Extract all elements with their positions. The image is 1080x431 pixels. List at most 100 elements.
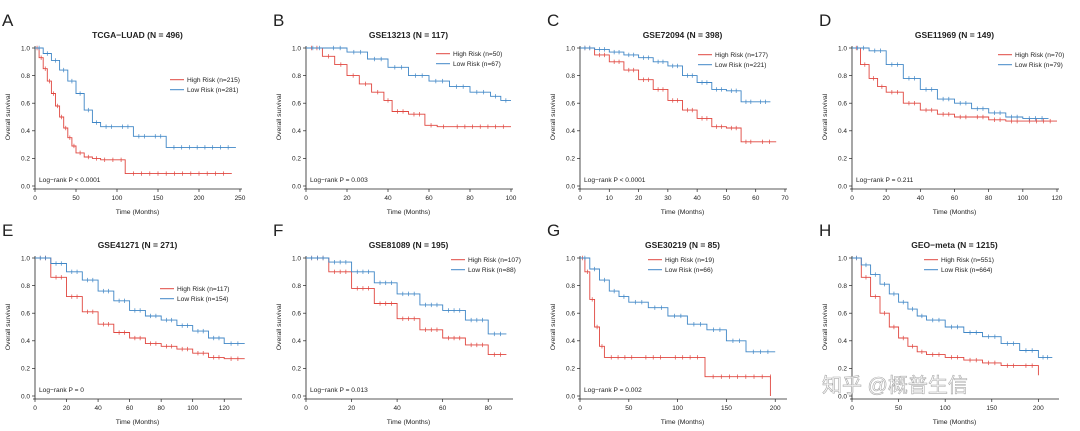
panel-d-legend-label: High Risk (n=70)	[1015, 52, 1064, 59]
panel-a-ytick-label: 1.0	[21, 45, 30, 52]
panel-h-title: GEO−meta (N = 1215)	[911, 240, 998, 250]
panel-a-pvalue: Log−rank P < 0.0001	[39, 177, 101, 184]
panel-f-ylabel: Overall survival	[276, 303, 283, 350]
panel-g-xtick-label: 50	[625, 405, 633, 412]
panel-a-xtick-label: 200	[194, 195, 205, 202]
panel-c-letter: C	[547, 11, 559, 30]
panel-b-ytick-label: 0.4	[292, 128, 301, 135]
panel-h-ytick-label: 0.8	[838, 283, 847, 290]
panel-b-xtick-label: 40	[384, 195, 392, 202]
panel-h-ytick-label: 0.4	[838, 338, 847, 345]
panel-f-title: GSE81089 (N = 195)	[369, 240, 449, 250]
panel-h-ytick-label: 1.0	[838, 255, 847, 262]
panel-e-high-risk-curve	[35, 257, 245, 360]
panel-b-pvalue: Log−rank P = 0.003	[310, 177, 368, 184]
panel-d-xtick-label: 60	[951, 195, 959, 202]
panel-b-title: GSE13213 (N = 117)	[369, 30, 448, 40]
panel-f-ytick-label: 0.0	[292, 393, 301, 400]
panel-f-xtick-label: 20	[348, 405, 356, 412]
panel-g-legend-label: Low Risk (n=66)	[665, 267, 713, 274]
panel-h-xtick-label: 200	[1033, 405, 1044, 412]
panel-a-legend-label: High Risk (n=215)	[187, 77, 240, 84]
panel-f-legend-label: Low Risk (n=88)	[468, 267, 516, 274]
panel-f-ytick-label: 0.4	[292, 338, 301, 345]
panel-e-letter: E	[2, 221, 13, 240]
panel-f-ytick-label: 0.8	[292, 283, 301, 290]
panel-d-letter: D	[819, 11, 831, 30]
panel-g: G GSE30219 (N = 85) 0.0 0.2 0.4 0.6 0.8 1.0 0 50 1…	[547, 221, 787, 426]
panel-g-ytick-label: 0.2	[566, 366, 575, 373]
panel-a-xtick-label: 100	[112, 195, 123, 202]
panel-d-xlabel: Time (Months)	[933, 209, 977, 216]
panel-f-pvalue: Log−rank P = 0.013	[310, 387, 368, 394]
panel-c-ytick-label: 0.2	[566, 156, 575, 163]
panel-d-xtick-label: 20	[883, 195, 891, 202]
panel-h-legend-label: High Risk (n=551)	[941, 257, 994, 264]
panel-h-legend-label: Low Risk (n=664)	[941, 267, 993, 274]
panel-c-low-risk-curve	[580, 47, 771, 103]
panel-g-xtick-label: 200	[770, 405, 781, 412]
panel-f-ytick-label: 0.2	[292, 366, 301, 373]
panel-c-ytick-label: 1.0	[566, 45, 575, 52]
panel-c-legend-label: Low Risk (n=221)	[715, 62, 767, 69]
panel-c-title: GSE72094 (N = 398)	[643, 30, 723, 40]
panel-c-xtick-label: 10	[606, 195, 614, 202]
panel-c-xtick-label: 50	[723, 195, 731, 202]
panel-a-title: TCGA−LUAD (N = 496)	[92, 30, 183, 40]
panel-b-xlabel: Time (Months)	[387, 209, 431, 216]
panel-c-pvalue: Log−rank P < 0.0001	[584, 177, 646, 184]
panel-b-legend-label: Low Risk (n=67)	[453, 61, 501, 68]
panel-f-ytick-label: 0.6	[292, 311, 301, 318]
panel-c-ytick-label: 0.8	[566, 73, 575, 80]
panel-f-letter: F	[273, 221, 283, 240]
panel-h-ytick-label: 0.0	[838, 393, 847, 400]
panel-a-letter: A	[2, 11, 14, 30]
panel-g-letter: G	[547, 221, 560, 240]
panel-h-ylabel: Overall survival	[822, 303, 829, 350]
panel-a-xtick-label: 0	[33, 195, 37, 202]
panel-c-legend-label: High Risk (n=177)	[715, 52, 768, 59]
panel-b-legend-label: High Risk (n=50)	[453, 51, 502, 58]
panel-d-xtick-label: 100	[1017, 195, 1028, 202]
panel-h-xtick-label: 50	[895, 405, 903, 412]
panel-g-ytick-label: 1.0	[566, 255, 575, 262]
panel-e-xtick-label: 0	[33, 405, 37, 412]
panel-d-xtick-label: 120	[1052, 195, 1063, 202]
panel-d: D GSE11969 (N = 149) 0.0 0.2 0.4 0.6 0.8 1.0 0 20…	[819, 11, 1064, 216]
panel-a: A TCGA−LUAD (N = 496) 0.0 0.2 0.4 0.6 0.8 1.0 0 5…	[2, 11, 246, 216]
panel-f-ytick-label: 1.0	[292, 255, 301, 262]
panel-a-xtick-label: 150	[153, 195, 164, 202]
panel-b-ytick-label: 0.0	[292, 183, 301, 190]
panel-e-ytick-label: 0.2	[21, 366, 30, 373]
panel-b-ytick-label: 0.6	[292, 101, 301, 108]
panel-b-high-risk-curve	[306, 47, 511, 128]
panel-c-xtick-label: 70	[781, 195, 789, 202]
panel-a-xtick-label: 50	[72, 195, 80, 202]
panel-a-legend-label: Low Risk (n=281)	[187, 87, 239, 94]
panel-g-xtick-label: 0	[578, 405, 582, 412]
panel-f: F GSE81089 (N = 195) 0.0 0.2 0.4 0.6 0.8 1.0 0 20…	[273, 221, 521, 426]
panel-d-xtick-label: 0	[850, 195, 854, 202]
panel-b-xtick-label: 0	[304, 195, 308, 202]
panel-b-xtick-label: 20	[343, 195, 351, 202]
panel-f-xtick-label: 40	[393, 405, 401, 412]
panel-d-ytick-label: 0.2	[838, 156, 847, 163]
panel-a-ytick-label: 0.0	[21, 183, 30, 190]
panel-e-xtick-label: 40	[94, 405, 102, 412]
panel-b-ytick-label: 0.8	[292, 73, 301, 80]
panel-d-ytick-label: 0.8	[838, 73, 847, 80]
panel-c-high-risk-curve	[580, 47, 777, 143]
panel-a-ylabel: Overall survival	[5, 93, 12, 140]
panel-b-ylabel: Overall survival	[276, 93, 283, 140]
panel-f-legend-label: High Risk (n=107)	[468, 257, 521, 264]
panel-e-xtick-label: 120	[219, 405, 230, 412]
panel-f-xtick-label: 0	[304, 405, 308, 412]
panel-e-low-risk-curve	[35, 257, 245, 345]
panel-c-xlabel: Time (Months)	[661, 209, 705, 216]
panel-g-ylabel: Overall survival	[550, 303, 557, 350]
panel-e-ytick-label: 1.0	[21, 255, 30, 262]
panel-d-high-risk-curve	[852, 47, 1057, 122]
panel-b-xtick-label: 80	[466, 195, 474, 202]
panel-g-title: GSE30219 (N = 85)	[645, 240, 720, 250]
watermark: 知乎 @概普生信	[822, 374, 968, 397]
